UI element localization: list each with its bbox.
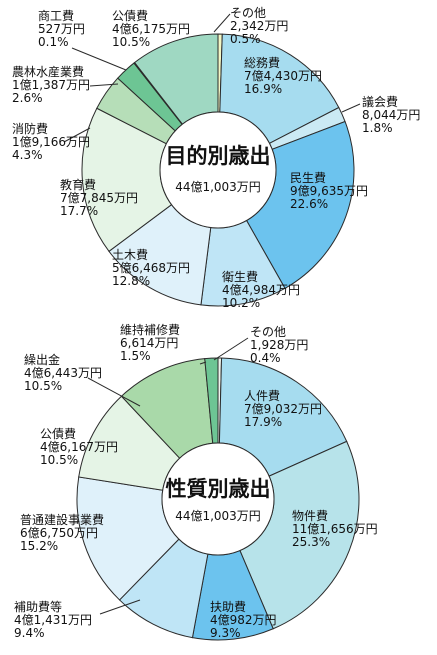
slice-label-amount: 8,044万円 — [362, 108, 420, 122]
chart-total-1: 44億1,003万円 — [175, 180, 261, 194]
slice-label-percent: 0.1% — [38, 35, 69, 49]
slice-label-percent: 9.3% — [210, 626, 241, 640]
slice-label-amount: 7億9,032万円 — [244, 402, 322, 416]
slice-label-percent: 12.8% — [112, 274, 150, 288]
slice-label-amount: 7億4,430万円 — [244, 69, 322, 83]
slice-label-amount: 2,342万円 — [230, 19, 288, 33]
leader-line-1-7 — [63, 127, 91, 143]
slice-label-name: 繰出金 — [24, 352, 60, 367]
donut-hole-2 — [161, 442, 275, 556]
slice-label-percent: 10.5% — [112, 35, 150, 49]
slice-label-name: 扶助費 — [210, 599, 246, 614]
slice-label-amount: 7億7,845万円 — [60, 191, 138, 205]
slice-label-percent: 0.5% — [230, 32, 261, 46]
slice-label-amount: 4億1,431万円 — [14, 613, 92, 627]
slice-label-name: 補助費等 — [14, 599, 62, 614]
leader-line-1-0 — [213, 13, 231, 33]
slice-label-amount: 4億6,167万円 — [40, 440, 118, 454]
slice-label-amount: 4億4,984万円 — [222, 283, 300, 297]
slice-label-name: その他 — [230, 6, 266, 20]
slice-label-name: 人件費 — [244, 388, 280, 403]
leader-line-2-0 — [213, 337, 249, 361]
slice-label-percent: 15.2% — [20, 539, 58, 553]
slice-label-name: 公債費 — [112, 8, 148, 23]
slice-label-amount: 6億6,750万円 — [20, 526, 98, 540]
slice-label-name: 衛生費 — [222, 269, 258, 284]
leader-line-2-7 — [87, 377, 141, 407]
slice-label-name: 公債費 — [40, 426, 76, 441]
slice-label-percent: 2.6% — [12, 91, 43, 105]
slice-label-amount: 1,928万円 — [250, 338, 308, 352]
slice-label-name: 消防費 — [12, 121, 48, 136]
slice-label-percent: 10.5% — [40, 453, 78, 467]
slice-label-percent: 25.3% — [292, 535, 330, 549]
slice-label-percent: 10.2% — [222, 296, 260, 310]
slice-label-percent: 0.4% — [250, 351, 281, 365]
slice-label-amount: 1億9,166万円 — [12, 135, 90, 149]
slice-label-percent: 22.6% — [290, 197, 328, 211]
slice-label-name: 物件費 — [292, 508, 328, 523]
slice-label-percent: 1.8% — [362, 121, 393, 135]
slice-label-name: 普通建設事業費 — [20, 512, 104, 527]
slice-label-name: 商工費 — [38, 8, 74, 23]
leader-line-2-4 — [99, 599, 141, 615]
slice-label-percent: 4.3% — [12, 148, 43, 162]
chart-title-2: 性質別歳出 — [166, 477, 271, 501]
slice-label-amount: 4億6,443万円 — [24, 366, 102, 380]
slice-label-percent: 10.5% — [24, 379, 62, 393]
chart-total-2: 44億1,003万円 — [175, 509, 261, 523]
slice-label-name: 教育費 — [60, 177, 96, 192]
slice-label-amount: 5億6,468万円 — [112, 261, 190, 275]
slice-label-name: 農林水産業費 — [12, 64, 84, 79]
slice-label-name: その他 — [250, 325, 286, 339]
leader-line-2-8 — [199, 361, 207, 365]
leader-line-1-8 — [89, 83, 119, 87]
slice-label-name: 総務費 — [244, 55, 280, 70]
slice-label-name: 維持補修費 — [120, 322, 180, 337]
slice-label-percent: 16.9% — [244, 82, 282, 96]
slice-label-name: 土木費 — [112, 247, 148, 262]
slice-label-percent: 17.7% — [60, 204, 98, 218]
slice-label-amount: 1億1,387万円 — [12, 78, 90, 92]
slice-label-amount: 6,614万円 — [120, 336, 178, 350]
chart-title-1: 目的別歳出 — [166, 144, 271, 168]
slice-label-percent: 9.4% — [14, 626, 45, 640]
slice-label-name: 議会費 — [362, 94, 398, 109]
slice-label-amount: 527万円 — [38, 22, 85, 36]
leader-line-1-2 — [341, 103, 361, 113]
slice-label-amount: 4億6,175万円 — [112, 22, 190, 36]
slice-label-amount: 11億1,656万円 — [292, 522, 378, 536]
slice-label-percent: 1.5% — [120, 349, 151, 363]
donut-hole-1 — [159, 111, 277, 229]
slice-label-amount: 4億982万円 — [210, 613, 277, 627]
slice-label-percent: 17.9% — [244, 415, 282, 429]
leader-line-1-9 — [71, 47, 127, 71]
slice-label-name: 民生費 — [290, 170, 326, 185]
slice-label-amount: 9億9,635万円 — [290, 184, 368, 198]
